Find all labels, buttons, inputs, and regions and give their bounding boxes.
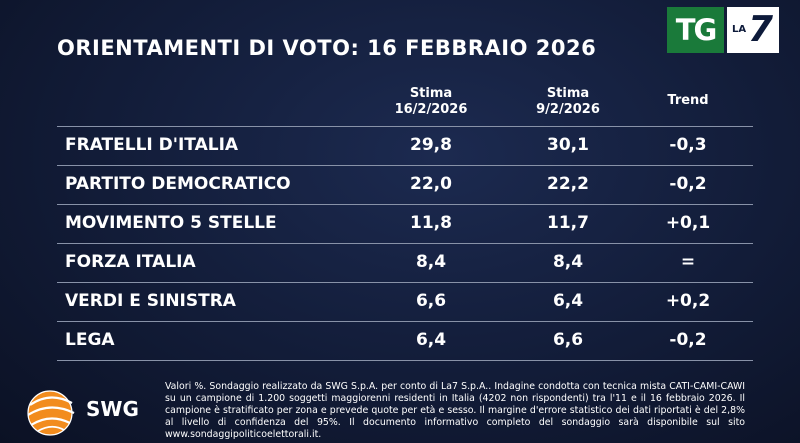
current-value: 6,4	[415, 330, 447, 350]
trend-value: +0,2	[665, 291, 711, 311]
table-row: VERDI E SINISTRA 6,6 6,4 +0,2	[57, 282, 753, 321]
column-header-previous-line1: Stima	[546, 86, 590, 101]
column-header-previous-date: 9/2/2026	[536, 102, 600, 117]
trend-value: +0,1	[665, 213, 711, 233]
previous-value: 22,2	[547, 174, 589, 194]
party-name: PARTITO DEMOCRATICO	[65, 174, 291, 194]
column-header-trend: Trend	[667, 93, 709, 108]
trend-value: -0,3	[669, 135, 707, 155]
trend-value: -0,2	[669, 174, 707, 194]
la7-logo-box: LA 7	[727, 7, 779, 53]
column-header-current-date: 16/2/2026	[394, 102, 468, 117]
swg-brand-text: SWG	[86, 397, 139, 421]
swg-globe-icon	[27, 390, 75, 436]
tg-logo-box: TG	[667, 7, 724, 53]
current-value: 8,4	[415, 252, 447, 272]
page-title: ORIENTAMENTI DI VOTO: 16 FEBBRAIO 2026	[57, 36, 597, 60]
tg-la7-logo: TG LA 7	[667, 7, 779, 53]
party-name: VERDI E SINISTRA	[65, 291, 236, 311]
methodology-note: Valori %. Sondaggio realizzato da SWG S.…	[165, 381, 745, 440]
previous-value: 8,4	[552, 252, 584, 272]
previous-value: 6,4	[552, 291, 584, 311]
current-value: 29,8	[410, 135, 452, 155]
previous-value: 30,1	[547, 135, 589, 155]
trend-value: =	[680, 252, 696, 272]
column-header-current: Stima 16/2/2026	[371, 86, 491, 118]
current-value: 6,6	[415, 291, 447, 311]
la7-logo-seven: 7	[748, 9, 774, 50]
party-name: LEGA	[65, 330, 115, 350]
previous-value: 6,6	[552, 330, 584, 350]
table-row: FORZA ITALIA 8,4 8,4 =	[57, 243, 753, 282]
table-row: PARTITO DEMOCRATICO 22,0 22,2 -0,2	[57, 165, 753, 204]
current-value: 11,8	[410, 213, 452, 233]
trend-value: -0,2	[669, 330, 707, 350]
table-row: FRATELLI D'ITALIA 29,8 30,1 -0,3	[57, 126, 753, 165]
column-header-previous: Stima 9/2/2026	[508, 86, 628, 118]
column-header-current-line1: Stima	[409, 86, 453, 101]
current-value: 22,0	[410, 174, 452, 194]
poll-table: FRATELLI D'ITALIA 29,8 30,1 -0,3 PARTITO…	[57, 126, 753, 361]
swg-logo: SWG	[22, 383, 139, 439]
party-name: FORZA ITALIA	[65, 252, 196, 272]
la7-logo-la: LA	[732, 24, 747, 35]
party-name: MOVIMENTO 5 STELLE	[65, 213, 277, 233]
party-name: FRATELLI D'ITALIA	[65, 135, 239, 155]
table-row: MOVIMENTO 5 STELLE 11,8 11,7 +0,1	[57, 204, 753, 243]
table-row: LEGA 6,4 6,6 -0,2	[57, 321, 753, 361]
previous-value: 11,7	[547, 213, 589, 233]
